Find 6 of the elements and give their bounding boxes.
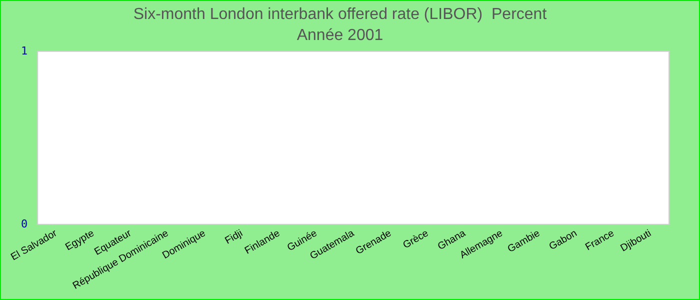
chart-title: Six-month London interbank offered rate (LIBOR) Percent [133, 6, 548, 24]
x-tick-label: Fidji [223, 228, 245, 247]
chart-subtitle: Année 2001 [296, 27, 384, 44]
y-tick-label: 1 [21, 44, 28, 58]
x-tick-label: Grèce [401, 228, 431, 252]
y-tick-label: 0 [21, 217, 28, 230]
